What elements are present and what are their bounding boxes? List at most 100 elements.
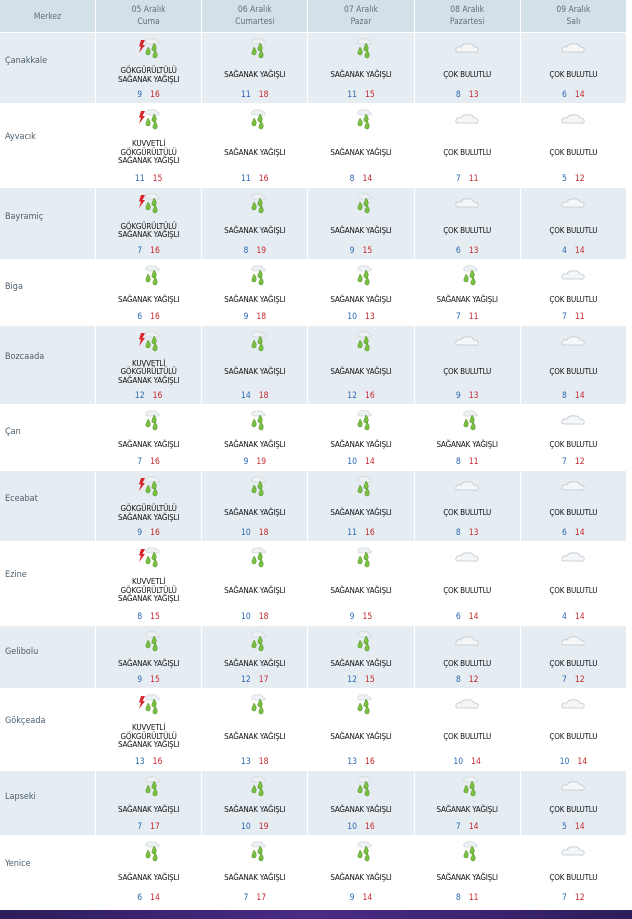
temperatures: 6 16: [137, 312, 160, 322]
weather-icon: [251, 476, 266, 497]
temperatures: 7 11: [562, 312, 585, 322]
min-temp: 12: [241, 675, 251, 685]
condition: SAĞANAK YAĞIŞLI: [224, 71, 285, 80]
min-temp: 13: [241, 757, 251, 767]
condition: ÇOK BULUTLU: [549, 368, 597, 377]
condition-line: GÖKGÜRÜLTÜLÜ: [120, 585, 177, 595]
condition: SAĞANAK YAĞIŞLI: [118, 440, 179, 450]
forecast-cell: ÇOK BULUTLU 4 14: [519, 188, 626, 259]
condition-line: SAĞANAK YAĞIŞLI: [224, 439, 286, 449]
max-temp: 18: [258, 391, 269, 401]
max-temp: 14: [362, 174, 373, 184]
weather-icon: [463, 841, 478, 862]
condition: ÇOK BULUTLU: [443, 226, 491, 236]
forecast-cell: ÇOK BULUTLU 8 12: [413, 626, 520, 688]
max-temp: 12: [574, 174, 585, 184]
forecast-cell: ÇOK BULUTLU 5 12: [519, 104, 626, 187]
min-temp: 6: [562, 528, 567, 538]
condition: SAĞANAK YAĞIŞLI: [224, 586, 285, 596]
forecast-cell: SAĞANAK YAĞIŞLI 7 16: [95, 405, 201, 470]
weather-icon: [251, 841, 266, 862]
weather-icon: [357, 776, 372, 797]
min-temp: 12: [134, 391, 145, 401]
temperatures: 7 17: [137, 822, 160, 832]
city-label: Gökçeada: [5, 716, 46, 726]
weather-icon: [251, 109, 266, 130]
forecast-cell: GÖKGÜRÜLTÜLÜ SAĞANAK YAĞIŞLI 9 16: [95, 33, 201, 103]
weather-icon: [138, 193, 160, 214]
temperatures: 7 16: [137, 457, 160, 467]
min-temp: 11: [241, 174, 251, 184]
condition-line: ÇOK BULUTLU: [443, 70, 492, 80]
condition: SAĞANAK YAĞIŞLI: [330, 732, 391, 742]
temperatures: 7 17: [243, 893, 266, 903]
condition: SAĞANAK YAĞIŞLI: [437, 874, 498, 883]
forecast-cell: SAĞANAK YAĞIŞLI 8 19: [201, 188, 307, 259]
condition-line: SAĞANAK YAĞIŞLI: [117, 74, 180, 84]
temperatures: 11 15: [347, 90, 374, 100]
min-temp: 8: [455, 675, 461, 685]
condition-line: SAĞANAK YAĞIŞLI: [224, 873, 286, 883]
weather-icon: [561, 114, 585, 124]
condition: SAĞANAK YAĞIŞLI: [224, 368, 285, 377]
min-temp: 10: [241, 612, 251, 622]
forecast-cell: ÇOK BULUTLU 7 11: [519, 260, 626, 325]
forecast-cell: ÇOK BULUTLU 6 13: [413, 188, 520, 259]
weather-icon: [561, 481, 585, 491]
temperatures: 13 16: [135, 757, 162, 767]
max-temp: 18: [258, 612, 269, 622]
city-name: Çan: [0, 405, 95, 470]
forecast-cell: ÇOK BULUTLU 5 14: [519, 771, 626, 835]
city-name: Ezine: [0, 542, 95, 625]
temperatures: 11 16: [241, 174, 268, 184]
condition-line: SAĞANAK YAĞIŞLI: [330, 147, 392, 157]
max-temp: 16: [150, 528, 160, 538]
weather-icon: [251, 410, 266, 431]
max-temp: 16: [364, 822, 375, 832]
weather-icon: [561, 699, 585, 709]
condition: ÇOK BULUTLU: [443, 509, 491, 518]
min-temp: 13: [347, 757, 357, 767]
forecast-cell: SAĞANAK YAĞIŞLI 10 18: [201, 542, 307, 625]
max-temp: 17: [258, 675, 269, 685]
condition-line: SAĞANAK YAĞIŞLI: [117, 594, 180, 604]
temperatures: 11 15: [135, 174, 162, 184]
temperatures: 9 13: [456, 391, 479, 401]
max-temp: 19: [256, 246, 267, 256]
temperatures: 8 14: [350, 174, 373, 184]
forecast-cell: ÇOK BULUTLU 7 11: [413, 104, 520, 187]
max-temp: 14: [574, 246, 585, 256]
temperatures: 8 11: [456, 893, 479, 903]
weather-icon: [455, 481, 479, 491]
forecast-cell: KUVVETLİ GÖKGÜRÜLTÜLÜ SAĞANAK YAĞIŞLI 11 15: [95, 104, 201, 187]
weather-icon: [251, 694, 266, 715]
temperatures: 12 17: [241, 675, 268, 685]
forecast-cell: SAĞANAK YAĞIŞLI 7 17: [95, 771, 201, 835]
header-row: Merkez 05 Aralık Cuma 06 Aralık Cumartesi 07 …: [0, 0, 626, 33]
condition: ÇOK BULUTLU: [549, 148, 597, 158]
max-temp: 19: [256, 457, 267, 467]
forecast-table: Merkez 05 Aralık Cuma 06 Aralık Cumartesi 07 …: [0, 0, 626, 903]
temperatures: 10 14: [560, 757, 587, 767]
weather-icon: [138, 109, 160, 130]
min-temp: 11: [347, 90, 357, 100]
day-name: Salı: [566, 17, 581, 27]
min-temp: 12: [347, 675, 357, 685]
min-temp: 5: [562, 174, 567, 184]
forecast-cell: ÇOK BULUTLU 4 14: [519, 542, 626, 625]
min-temp: 7: [455, 822, 461, 832]
temperatures: 7 11: [456, 174, 479, 184]
min-temp: 6: [137, 893, 143, 903]
forecast-cell: SAĞANAK YAĞIŞLI 9 15: [95, 626, 201, 688]
weather-icon: [251, 331, 266, 352]
city-label: Yenice: [5, 859, 31, 869]
condition-line: SAĞANAK YAĞIŞLI: [224, 225, 286, 235]
weather-icon: [357, 109, 372, 130]
temperatures: 13 18: [241, 757, 268, 767]
condition-line: GÖKGÜRÜLTÜLÜ: [120, 147, 177, 157]
condition: SAĞANAK YAĞIŞLI: [224, 509, 285, 518]
forecast-cell: SAĞANAK YAĞIŞLI 9 19: [201, 405, 307, 470]
forecast-cell: ÇOK BULUTLU 6 14: [413, 542, 520, 625]
condition-line: SAĞANAK YAĞIŞLI: [117, 156, 180, 166]
condition-line: SAĞANAK YAĞIŞLI: [330, 805, 392, 815]
